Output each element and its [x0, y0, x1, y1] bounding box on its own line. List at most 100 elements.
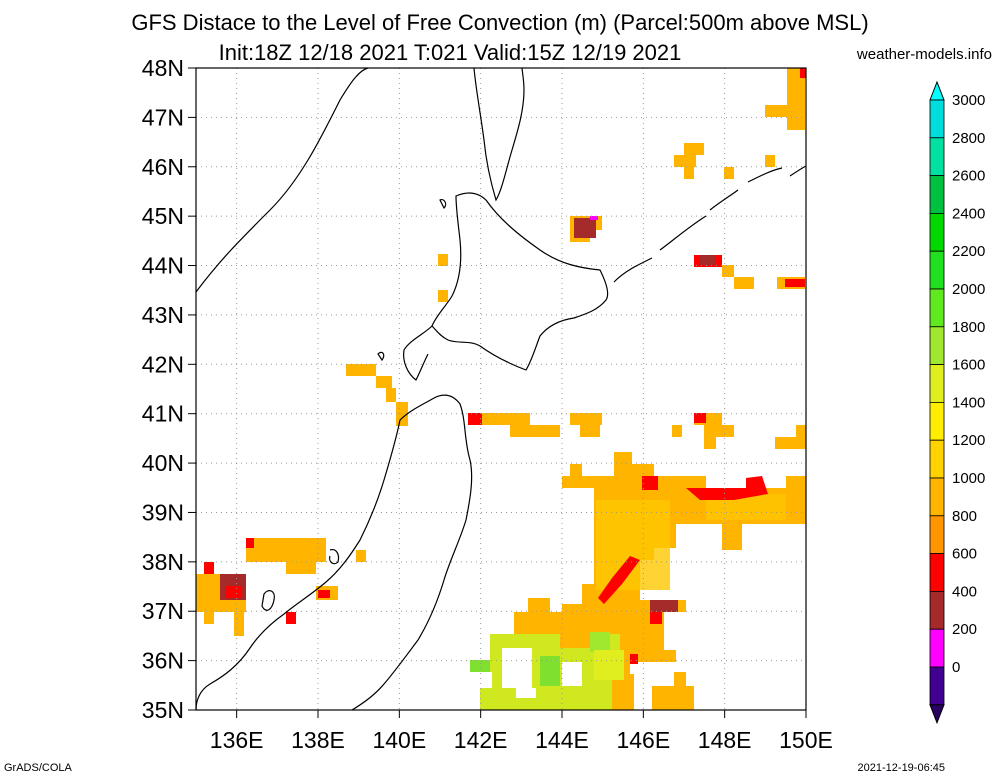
field-patch [286, 562, 316, 574]
field-patch [234, 610, 244, 636]
field-patch [724, 167, 734, 179]
colorbar-label: 1600 [952, 357, 985, 374]
lon-tick-label: 150E [779, 727, 833, 753]
field-patch [785, 279, 805, 287]
colorbar-swatch [929, 666, 945, 706]
colorbar-swatch [929, 553, 945, 592]
field-patch [704, 437, 716, 449]
colorbar-swatch [929, 515, 945, 554]
field-patch [246, 538, 254, 548]
colorbar-label: 1200 [952, 432, 985, 449]
colorbar-bottom-arrow [929, 704, 945, 725]
field-patch [642, 476, 658, 490]
colorbar-label: 800 [952, 508, 977, 525]
lon-tick-label: 138E [291, 727, 345, 753]
colorbar-label: 1800 [952, 319, 985, 336]
field-patch [438, 254, 448, 266]
lon-tick-label: 146E [616, 727, 670, 753]
colorbar-swatch [929, 591, 945, 630]
field-patch [376, 376, 392, 388]
field-patch [650, 612, 662, 624]
lat-tick-label: 39N [142, 499, 184, 525]
lat-tick-label: 46N [142, 154, 184, 180]
field-patch [590, 632, 610, 652]
chart-title: GFS Distace to the Level of Free Convect… [131, 10, 869, 35]
colorbar-swatch [929, 628, 945, 668]
coastline-layer [195, 67, 807, 711]
colorbar-swatch [929, 137, 945, 177]
field-patch [204, 562, 214, 574]
coastline [439, 199, 447, 210]
lat-tick-label: 45N [142, 203, 184, 229]
lat-tick-label: 38N [142, 549, 184, 575]
coastline [261, 590, 275, 611]
coastline [377, 351, 385, 362]
field-patch [516, 688, 536, 698]
lfc-field-layer [196, 68, 806, 710]
colorbar-swatch [929, 288, 945, 328]
field-patch [734, 277, 754, 289]
field-patch [650, 600, 678, 612]
grid-lines [196, 68, 806, 710]
colorbar-swatch [929, 401, 945, 441]
lon-tick-label: 142E [454, 727, 508, 753]
colorbar-swatch [929, 326, 945, 365]
field-patch [787, 68, 805, 130]
field-patch [286, 612, 296, 624]
lat-tick-label: 42N [142, 351, 184, 377]
site-credit: weather-models.info [856, 46, 992, 63]
field-patch [468, 413, 482, 425]
colorbar-swatch [929, 175, 945, 214]
colorbar-swatch [929, 477, 945, 517]
colorbar-swatch [929, 364, 945, 403]
field-patch [700, 255, 716, 265]
field-patch [686, 476, 768, 500]
colorbar-label: 2200 [952, 243, 985, 260]
colorbar-top-arrow [929, 80, 945, 101]
field-patch [765, 105, 789, 117]
field-patch [570, 413, 602, 425]
lat-tick-label: 48N [142, 55, 184, 81]
colorbar-label: 400 [952, 583, 977, 600]
longitude-labels: 136E 138E 140E 142E 144E 146E 148E 150E [210, 710, 833, 753]
lat-tick-label: 37N [142, 598, 184, 624]
lat-tick-label: 47N [142, 104, 184, 130]
field-patch [594, 650, 624, 680]
field-patch [694, 413, 706, 423]
field-patch [470, 660, 490, 672]
field-patch [684, 143, 704, 155]
field-patch [562, 662, 582, 686]
colorbar-label: 2800 [952, 130, 985, 147]
colorbar-label: 1400 [952, 394, 985, 411]
field-patch [598, 556, 640, 604]
lon-tick-label: 144E [535, 727, 589, 753]
coastline [403, 325, 433, 381]
colorbar-label: 2600 [952, 168, 985, 185]
colorbar: 3000280026002400220020001800160014001200… [929, 80, 985, 725]
field-patch [468, 413, 530, 425]
field-patch [652, 686, 694, 710]
field-patch [386, 388, 396, 402]
colorbar-swatch [929, 99, 945, 139]
field-patch [318, 590, 330, 598]
coastline [351, 394, 473, 711]
field-patch [765, 155, 775, 167]
coastline [431, 192, 609, 371]
field-patch [674, 672, 686, 688]
field-patch [704, 425, 734, 437]
field-patch [674, 155, 696, 167]
coastline [195, 67, 369, 293]
field-patch [356, 550, 366, 562]
lat-tick-label: 41N [142, 401, 184, 427]
field-patch [528, 598, 550, 612]
field-patch [775, 437, 805, 449]
plot-frame [195, 67, 807, 711]
lat-tick-label: 43N [142, 302, 184, 328]
field-patch [246, 538, 326, 562]
field-patch [590, 216, 598, 220]
field-patch [672, 425, 682, 437]
chart-subtitle: Init:18Z 12/18 2021 T:021 Valid:15Z 12/1… [218, 40, 682, 65]
colorbar-swatch [929, 212, 945, 252]
footer-timestamp: 2021-12-19-06:45 [857, 762, 945, 774]
